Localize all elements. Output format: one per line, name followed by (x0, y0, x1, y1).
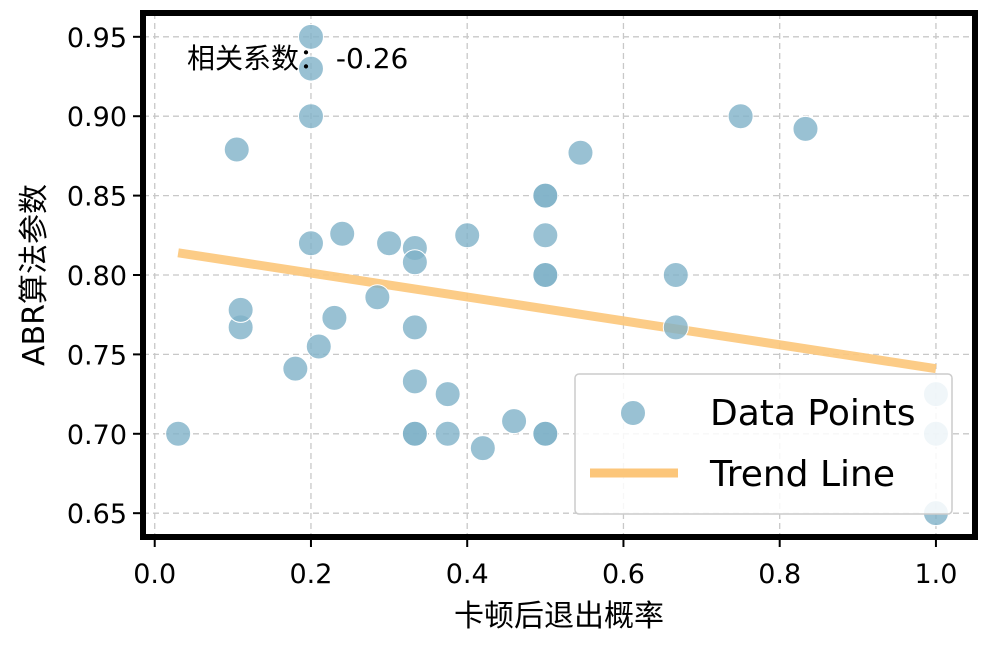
x-axis-label: 卡顿后退出概率 (454, 599, 664, 634)
data-point (227, 296, 254, 323)
trend-line (177, 248, 937, 374)
legend-box (574, 373, 953, 515)
data-point (321, 304, 348, 331)
data-point (223, 136, 250, 163)
data-point (329, 220, 356, 247)
data-point (469, 435, 496, 462)
data-point (165, 420, 192, 447)
data-point (501, 408, 528, 435)
data-point (454, 222, 481, 249)
data-point (434, 381, 461, 408)
y-tick-label: 0.75 (67, 340, 127, 371)
data-point (297, 230, 324, 257)
legend-marker-data-points (620, 400, 646, 426)
data-point (662, 262, 689, 288)
legend-label-data-points: Data Points (710, 393, 916, 434)
legend: Data Points Trend Line (574, 373, 953, 515)
x-tick-label: 0.6 (602, 559, 645, 590)
data-point (434, 420, 461, 447)
data-point (297, 23, 324, 50)
correlation-annotation: 相关系数： -0.26 (187, 42, 408, 75)
data-point (401, 368, 428, 395)
y-axis-label: ABR算法参数 (17, 184, 52, 366)
data-point (297, 103, 324, 130)
y-tick-label: 0.85 (67, 182, 127, 213)
y-tick-label: 0.95 (67, 23, 127, 54)
trend-line-layer (177, 248, 937, 374)
y-tick-label: 0.65 (67, 499, 127, 530)
plot-frame (140, 10, 978, 540)
data-point (364, 284, 391, 311)
x-tick-label: 0.2 (289, 559, 332, 590)
x-tick-label: 1.0 (914, 559, 957, 590)
x-tick-label: 0.8 (758, 559, 801, 590)
data-point (532, 182, 559, 209)
x-tick-label: 0.4 (446, 559, 489, 590)
data-point (532, 420, 559, 447)
data-point (401, 314, 428, 341)
data-point (727, 103, 754, 130)
data-point (376, 230, 403, 257)
y-axis-ticks: 0.65 0.70 0.75 0.80 0.85 0.90 0.95 (67, 23, 140, 530)
data-point (662, 314, 689, 341)
x-axis-ticks: 0.0 0.2 0.4 0.6 0.8 1.0 (133, 540, 957, 590)
data-point (567, 139, 594, 166)
data-point (282, 355, 309, 382)
data-point (792, 115, 819, 142)
x-tick-label: 0.0 (133, 559, 176, 590)
data-point (305, 333, 332, 360)
y-tick-label: 0.90 (67, 102, 127, 133)
data-point (532, 262, 559, 288)
legend-label-trend-line: Trend Line (709, 454, 895, 495)
y-tick-label: 0.80 (67, 261, 127, 292)
y-tick-label: 0.70 (67, 420, 127, 451)
data-point (297, 55, 324, 82)
data-point (401, 249, 428, 276)
data-point (532, 222, 559, 249)
data-point (401, 420, 428, 447)
